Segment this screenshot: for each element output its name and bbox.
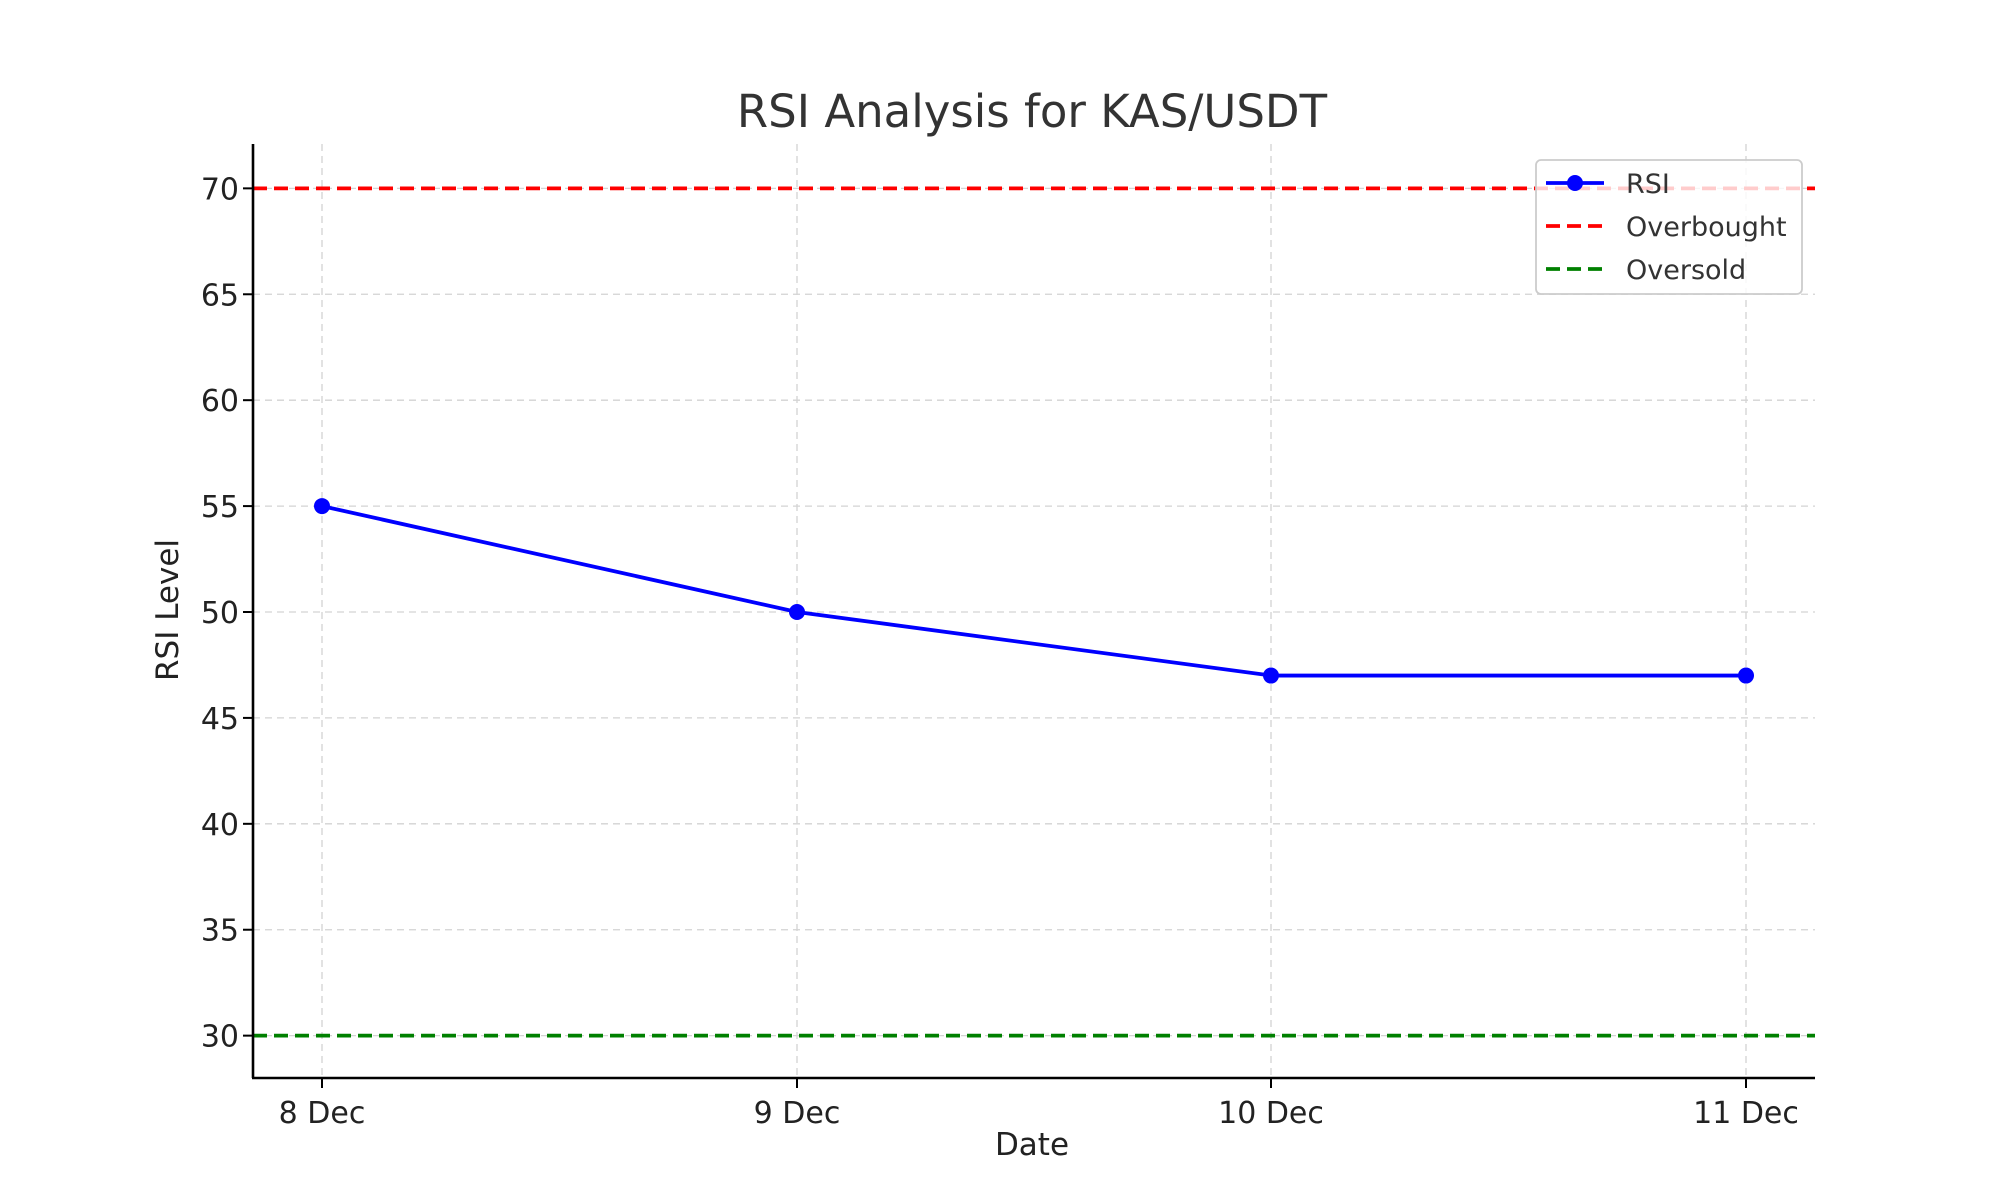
tick-labels: 30 35 40 45 50 55 60 65 70 8 Dec 9 Dec 10 Dec 11 Dec [201,172,1799,1131]
rsi-data-point [1263,667,1279,684]
y-tick-label: 55 [201,490,239,525]
y-tick-label: 70 [201,172,239,207]
y-tick-label: 50 [201,596,239,631]
legend-label-rsi: RSI [1626,169,1670,200]
y-tick-label: 40 [201,808,239,843]
x-tick-label: 8 Dec [279,1096,366,1131]
legend-marker-rsi [1567,175,1583,191]
rsi-data-point [1738,667,1754,684]
legend: RSI Overbought Oversold [1535,159,1803,295]
y-tick-label: 35 [201,914,239,949]
rsi-series-line [321,504,1746,678]
legend-label-overbought: Overbought [1626,212,1787,243]
rsi-data-point [789,604,805,620]
x-tick-label: 10 Dec [1218,1096,1324,1131]
chart-title: RSI Analysis for KAS/USDT [737,85,1328,138]
y-tick-label: 60 [201,384,239,419]
y-tick-label: 30 [201,1020,239,1055]
reference-lines [253,186,1815,1038]
y-axis-label: RSI Level [150,539,186,681]
x-tick-label: 11 Dec [1693,1096,1799,1131]
series-layer [314,498,1754,684]
y-tick-label: 65 [201,278,239,313]
axes [243,144,1815,1088]
y-tick-label: 45 [201,702,239,737]
x-axis-label: Date [995,1127,1069,1163]
x-tick-label: 9 Dec [754,1096,841,1131]
legend-label-oversold: Oversold [1626,255,1746,286]
legend-box [1535,159,1803,295]
rsi-data-point [314,498,330,515]
